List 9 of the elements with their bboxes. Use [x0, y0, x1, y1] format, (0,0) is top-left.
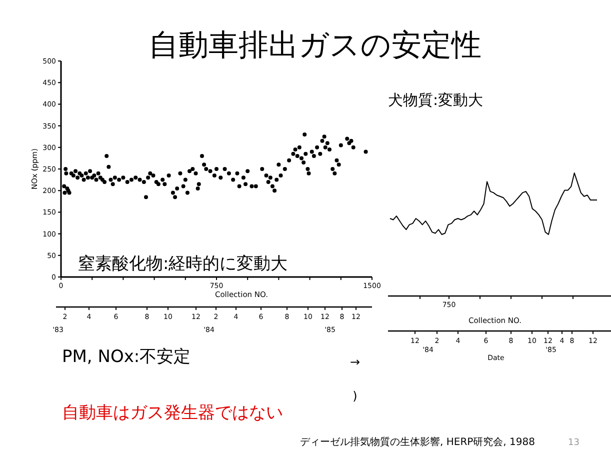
- text: ディーゼル排気物質の生体影響, HERP研究会, 1988: [300, 436, 535, 448]
- text: 13: [568, 438, 580, 448]
- text: 犬物質:変動大: [388, 91, 484, 109]
- text: PM, NOx:不安定: [62, 347, 191, 367]
- text: 自動車はガス発生器ではない: [62, 403, 283, 423]
- text: ): [352, 389, 358, 403]
- text: →: [350, 355, 360, 369]
- chart-title: 自動車排出ガスの安定性: [148, 28, 482, 63]
- annotation: 窒素酸化物:経時的に変動大: [78, 254, 288, 274]
